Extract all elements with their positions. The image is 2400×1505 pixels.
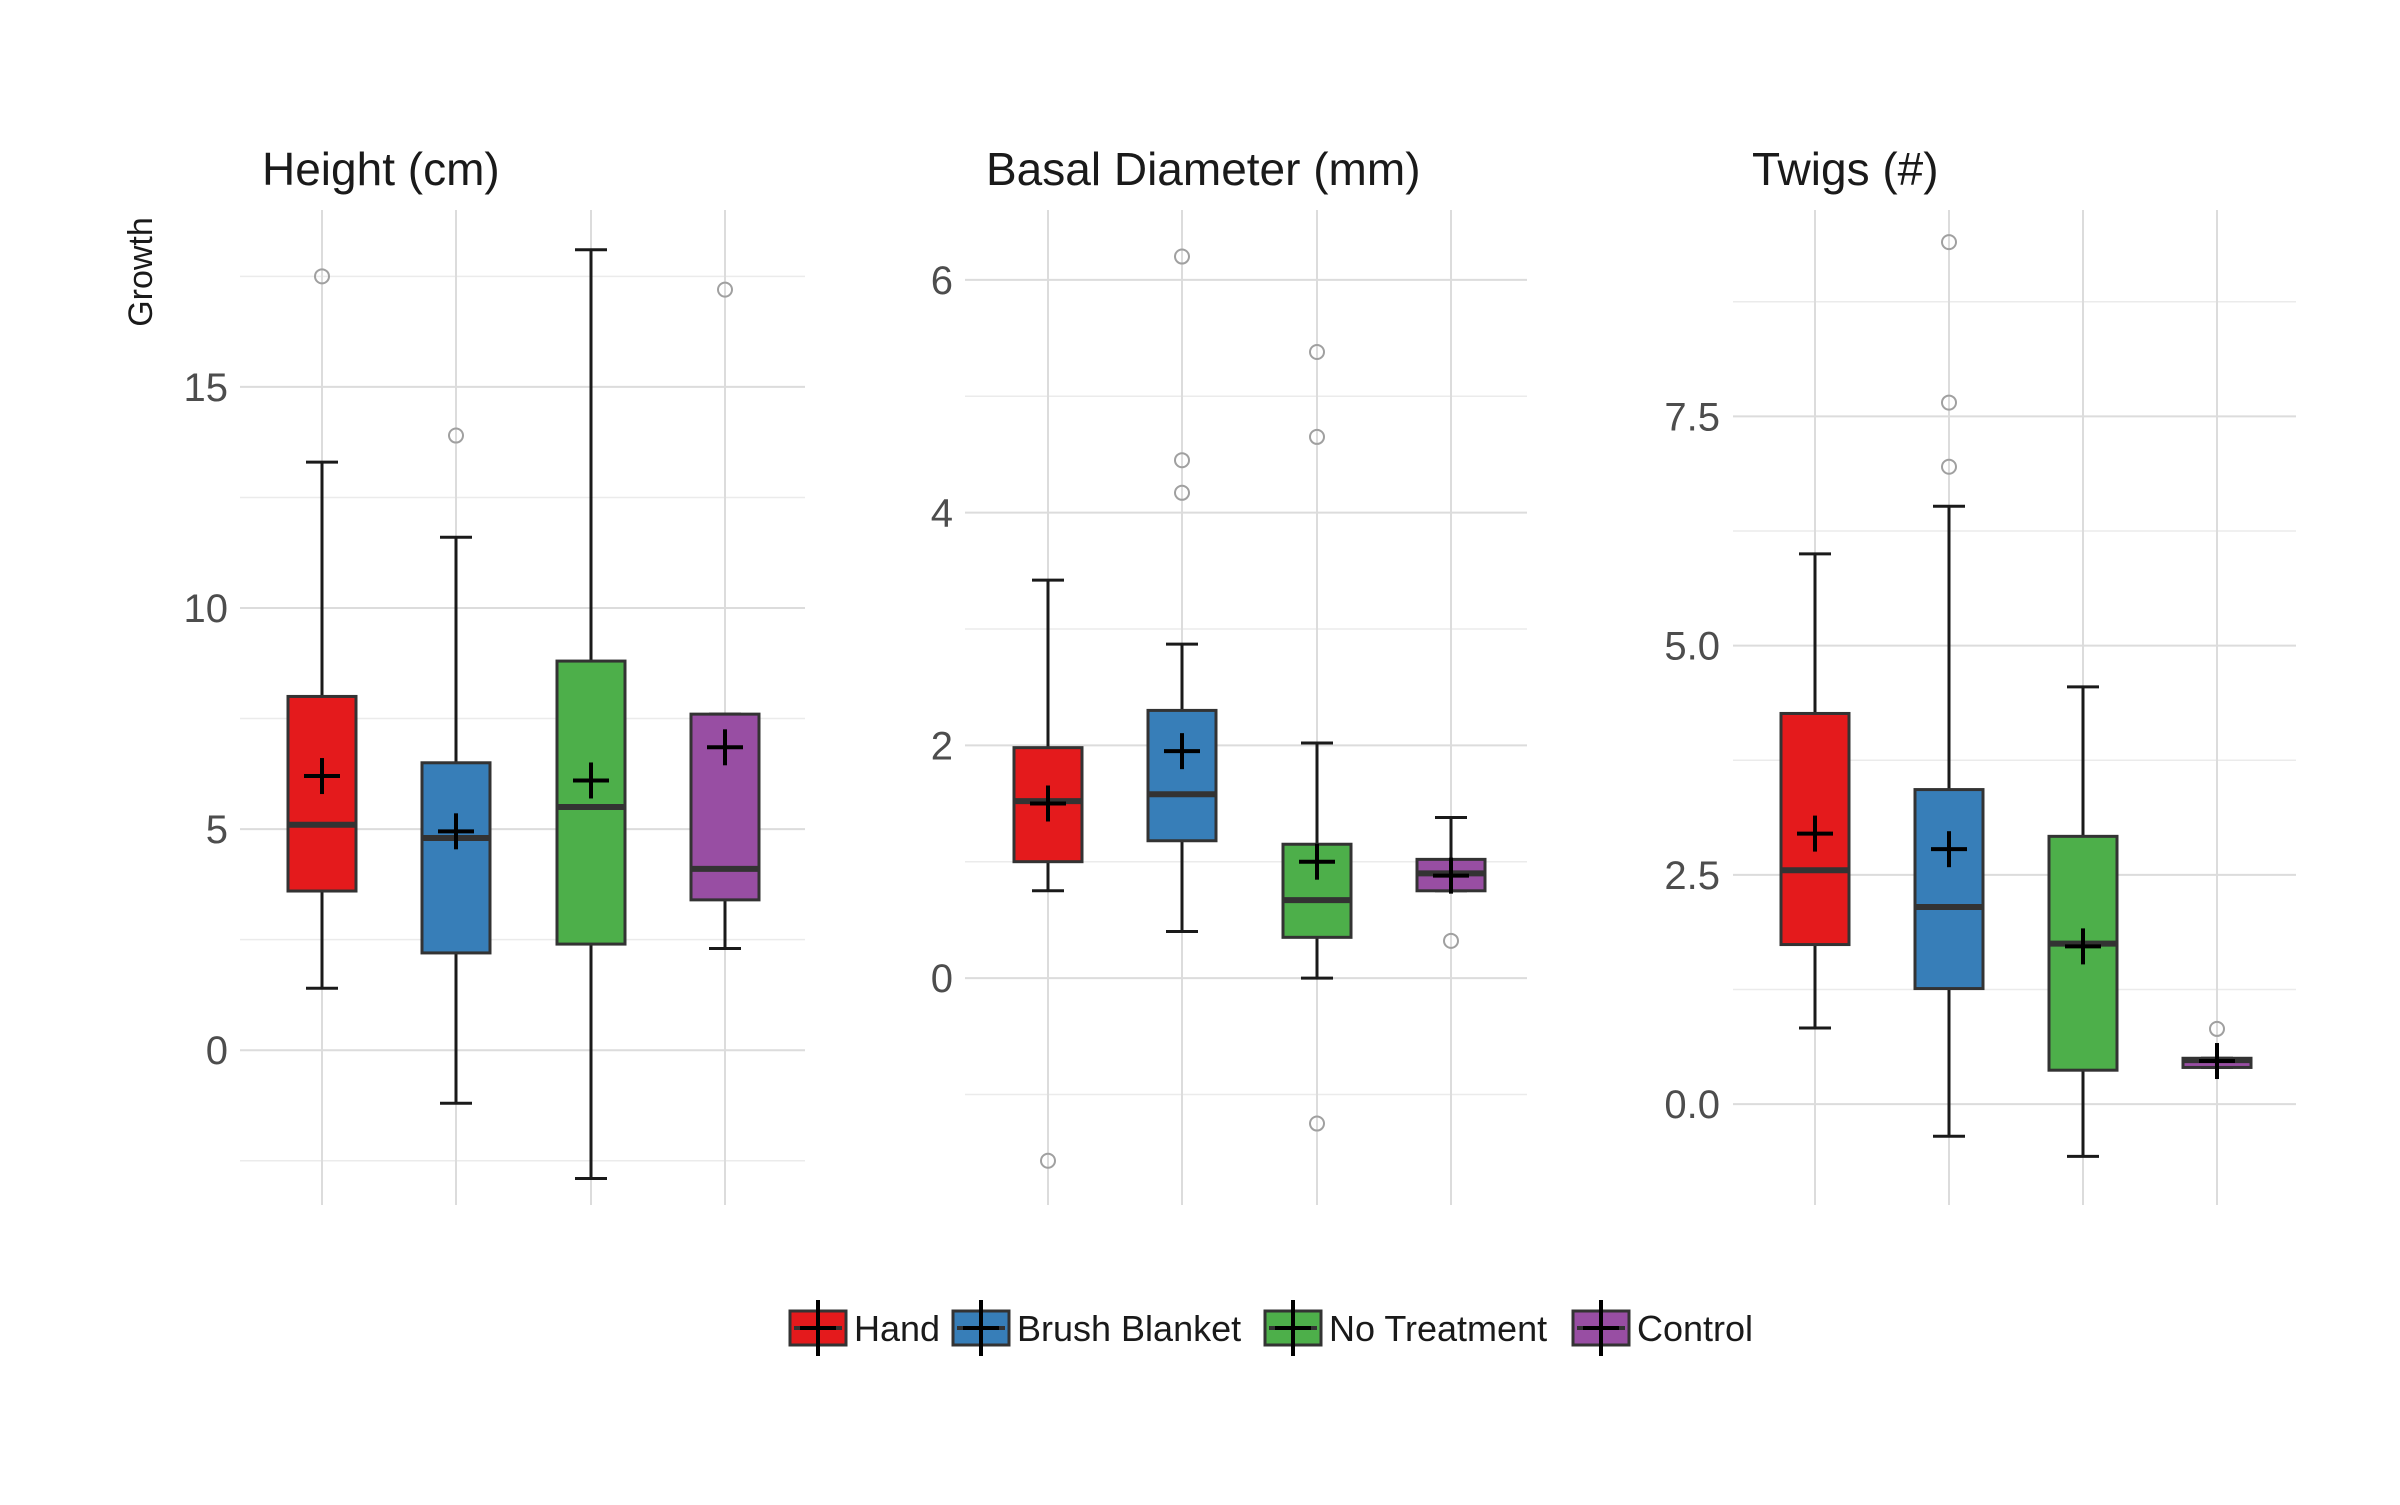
- box-control: [689, 281, 761, 951]
- iqr-box: [420, 761, 492, 955]
- box-no-treatment: [2047, 685, 2119, 1158]
- box-hand: [1779, 552, 1851, 1030]
- box-control: [2181, 1020, 2253, 1080]
- panel-title: Height (cm): [262, 143, 500, 195]
- iqr-box: [286, 694, 358, 893]
- y-tick-label: 2.5: [1664, 854, 1720, 898]
- outlier-point: [1941, 234, 1957, 251]
- y-tick-label: 4: [931, 492, 953, 536]
- y-tick-label: 0: [931, 957, 953, 1001]
- outlier-point: [1309, 428, 1325, 445]
- box-brush-blanket: [420, 427, 492, 1105]
- legend-item-control: Control: [1571, 1300, 1753, 1356]
- box-control: [1415, 815, 1487, 949]
- panel-1: 0 5 10 15 Height (cm): [184, 143, 805, 1205]
- box-no-treatment: [555, 248, 627, 1180]
- y-axis-title: Growth: [122, 217, 160, 327]
- box-brush-blanket: [1146, 248, 1218, 934]
- iqr-box: [1146, 708, 1218, 843]
- outlier-point: [1174, 452, 1190, 469]
- legend-label: Brush Blanket: [1017, 1308, 1241, 1349]
- outlier-point: [2209, 1020, 2225, 1037]
- outlier-point: [448, 427, 464, 444]
- y-tick-label: 5: [206, 808, 228, 852]
- box-hand: [286, 268, 358, 990]
- panel-2: 0 2 4 6 Basal Diameter (mm): [931, 143, 1527, 1205]
- iqr-box: [1913, 788, 1985, 991]
- legend: Hand Brush Blanket No Treatment Control: [788, 1300, 1753, 1356]
- y-tick-label: 0: [206, 1029, 228, 1073]
- outlier-point: [314, 268, 330, 285]
- outlier-point: [1941, 394, 1957, 411]
- panel-3: 0.0 2.5 5.0 7.5 Twigs (#): [1664, 143, 2296, 1205]
- y-tick-label: 6: [931, 259, 953, 303]
- outlier-point: [1040, 1152, 1056, 1169]
- legend-item-no-treatment: No Treatment: [1263, 1300, 1547, 1356]
- outlier-point: [1174, 248, 1190, 265]
- legend-label: Control: [1637, 1308, 1753, 1349]
- legend-label: Hand: [854, 1308, 940, 1349]
- y-tick-label: 10: [184, 587, 229, 631]
- y-tick-label: 15: [184, 366, 229, 410]
- iqr-box: [1779, 711, 1851, 947]
- panel-title: Twigs (#): [1752, 143, 1939, 195]
- box-no-treatment: [1281, 343, 1353, 1132]
- outlier-point: [1309, 343, 1325, 360]
- outlier-point: [717, 281, 733, 298]
- y-tick-label: 7.5: [1664, 395, 1720, 439]
- legend-item-brush-blanket: Brush Blanket: [951, 1300, 1241, 1356]
- outlier-point: [1443, 932, 1459, 949]
- legend-label: No Treatment: [1329, 1308, 1547, 1349]
- panel-title: Basal Diameter (mm): [986, 143, 1421, 195]
- box-brush-blanket: [1913, 234, 1985, 1138]
- outlier-point: [1309, 1115, 1325, 1132]
- legend-item-hand: Hand: [788, 1300, 940, 1356]
- y-tick-label: 5.0: [1664, 625, 1720, 669]
- outlier-point: [1174, 484, 1190, 501]
- box-hand: [1012, 578, 1084, 1169]
- y-tick-label: 0.0: [1664, 1083, 1720, 1127]
- y-tick-label: 2: [931, 724, 953, 768]
- outlier-point: [1941, 458, 1957, 475]
- iqr-box: [555, 659, 627, 946]
